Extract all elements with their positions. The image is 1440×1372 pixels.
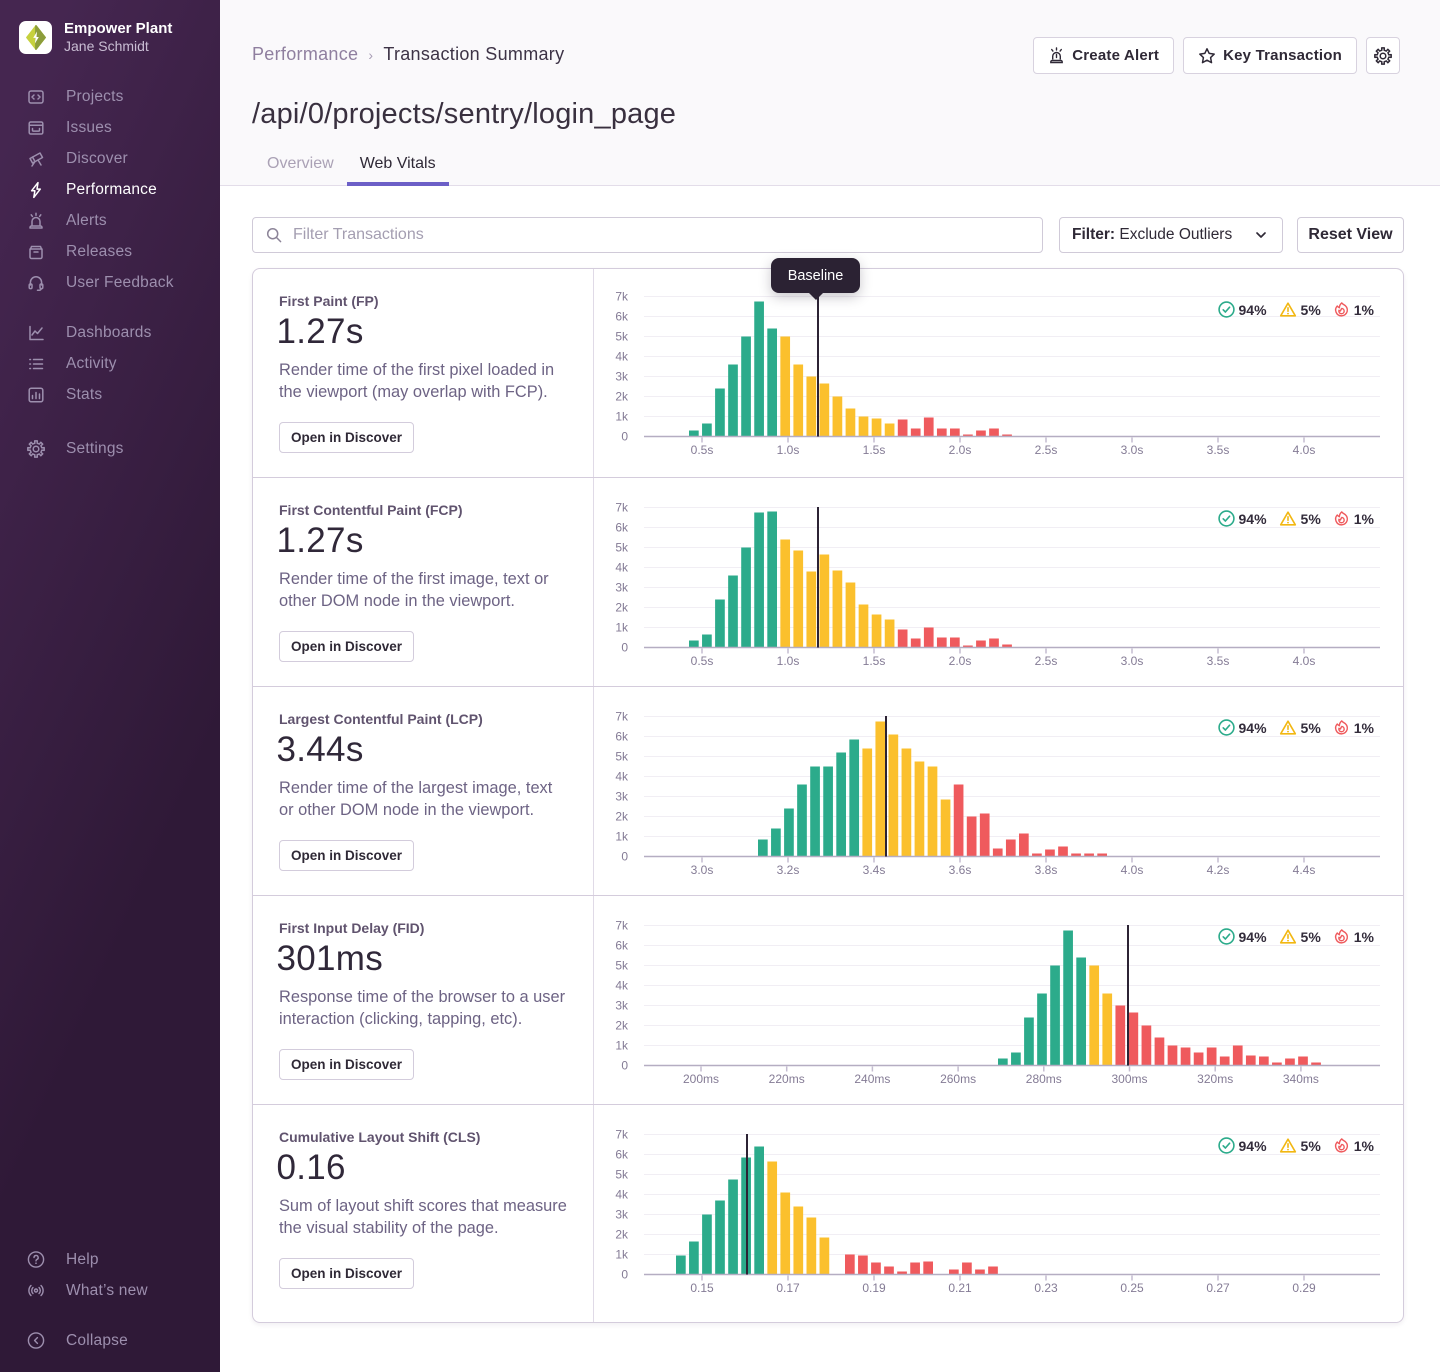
svg-text:4.4s: 4.4s: [1293, 863, 1316, 877]
svg-text:1.5s: 1.5s: [863, 443, 886, 457]
svg-text:4k: 4k: [615, 1188, 629, 1202]
svg-text:4k: 4k: [615, 979, 629, 993]
svg-text:5k: 5k: [615, 750, 629, 764]
svg-text:4.0s: 4.0s: [1121, 863, 1144, 877]
svg-text:0.23: 0.23: [1034, 1281, 1058, 1295]
svg-text:4.0s: 4.0s: [1293, 443, 1316, 457]
svg-text:0: 0: [621, 850, 628, 864]
svg-text:0.25: 0.25: [1120, 1281, 1144, 1295]
svg-text:0.15: 0.15: [690, 1281, 714, 1295]
svg-text:4.0s: 4.0s: [1293, 654, 1316, 668]
svg-text:7k: 7k: [615, 710, 629, 724]
svg-text:3k: 3k: [615, 370, 629, 384]
svg-text:0.5s: 0.5s: [691, 443, 714, 457]
svg-text:1k: 1k: [615, 1248, 629, 1262]
svg-text:0: 0: [621, 1268, 628, 1282]
svg-text:300ms: 300ms: [1111, 1072, 1147, 1086]
svg-text:5k: 5k: [615, 541, 629, 555]
svg-text:0.29: 0.29: [1292, 1281, 1316, 1295]
svg-text:3.6s: 3.6s: [949, 863, 972, 877]
svg-text:1k: 1k: [615, 830, 629, 844]
svg-text:220ms: 220ms: [769, 1072, 805, 1086]
svg-text:0.21: 0.21: [948, 1281, 972, 1295]
svg-text:4.2s: 4.2s: [1207, 863, 1230, 877]
svg-text:0: 0: [621, 641, 628, 655]
svg-text:1k: 1k: [615, 410, 629, 424]
svg-text:1.5s: 1.5s: [863, 654, 886, 668]
svg-text:5k: 5k: [615, 1168, 629, 1182]
svg-text:5k: 5k: [615, 330, 629, 344]
svg-text:0.27: 0.27: [1206, 1281, 1230, 1295]
svg-text:2.5s: 2.5s: [1035, 654, 1058, 668]
svg-text:1.0s: 1.0s: [777, 443, 800, 457]
svg-text:5k: 5k: [615, 959, 629, 973]
svg-text:2.0s: 2.0s: [949, 654, 972, 668]
svg-text:0.5s: 0.5s: [691, 654, 714, 668]
svg-text:7k: 7k: [615, 919, 629, 933]
svg-text:3.2s: 3.2s: [777, 863, 800, 877]
svg-text:2k: 2k: [615, 1228, 629, 1242]
svg-text:3.5s: 3.5s: [1207, 443, 1230, 457]
svg-text:4k: 4k: [615, 770, 629, 784]
svg-text:2k: 2k: [615, 390, 629, 404]
svg-text:3k: 3k: [615, 1208, 629, 1222]
svg-text:4k: 4k: [615, 561, 629, 575]
svg-text:200ms: 200ms: [683, 1072, 719, 1086]
svg-text:0.19: 0.19: [862, 1281, 886, 1295]
svg-text:3.0s: 3.0s: [1121, 654, 1144, 668]
svg-text:0: 0: [621, 1059, 628, 1073]
svg-text:3.0s: 3.0s: [1121, 443, 1144, 457]
svg-text:2k: 2k: [615, 601, 629, 615]
svg-text:1k: 1k: [615, 1039, 629, 1053]
svg-text:3.4s: 3.4s: [863, 863, 886, 877]
svg-text:3.5s: 3.5s: [1207, 654, 1230, 668]
svg-text:0.17: 0.17: [776, 1281, 800, 1295]
svg-text:3.0s: 3.0s: [691, 863, 714, 877]
svg-text:7k: 7k: [615, 1128, 629, 1142]
svg-text:7k: 7k: [615, 290, 629, 304]
svg-text:2k: 2k: [615, 1019, 629, 1033]
svg-text:4k: 4k: [615, 350, 629, 364]
svg-text:1.0s: 1.0s: [777, 654, 800, 668]
svg-text:3k: 3k: [615, 790, 629, 804]
svg-text:6k: 6k: [615, 939, 629, 953]
svg-text:3.8s: 3.8s: [1035, 863, 1058, 877]
svg-text:280ms: 280ms: [1026, 1072, 1062, 1086]
svg-text:260ms: 260ms: [940, 1072, 976, 1086]
svg-text:6k: 6k: [615, 1148, 629, 1162]
svg-text:2.0s: 2.0s: [949, 443, 972, 457]
svg-text:6k: 6k: [615, 521, 629, 535]
svg-text:3k: 3k: [615, 581, 629, 595]
svg-text:7k: 7k: [615, 501, 629, 515]
svg-text:340ms: 340ms: [1283, 1072, 1319, 1086]
svg-text:2.5s: 2.5s: [1035, 443, 1058, 457]
svg-text:6k: 6k: [615, 310, 629, 324]
svg-text:2k: 2k: [615, 810, 629, 824]
svg-text:320ms: 320ms: [1197, 1072, 1233, 1086]
svg-text:3k: 3k: [615, 999, 629, 1013]
svg-text:6k: 6k: [615, 730, 629, 744]
svg-text:1k: 1k: [615, 621, 629, 635]
svg-text:0: 0: [621, 430, 628, 444]
svg-text:240ms: 240ms: [854, 1072, 890, 1086]
